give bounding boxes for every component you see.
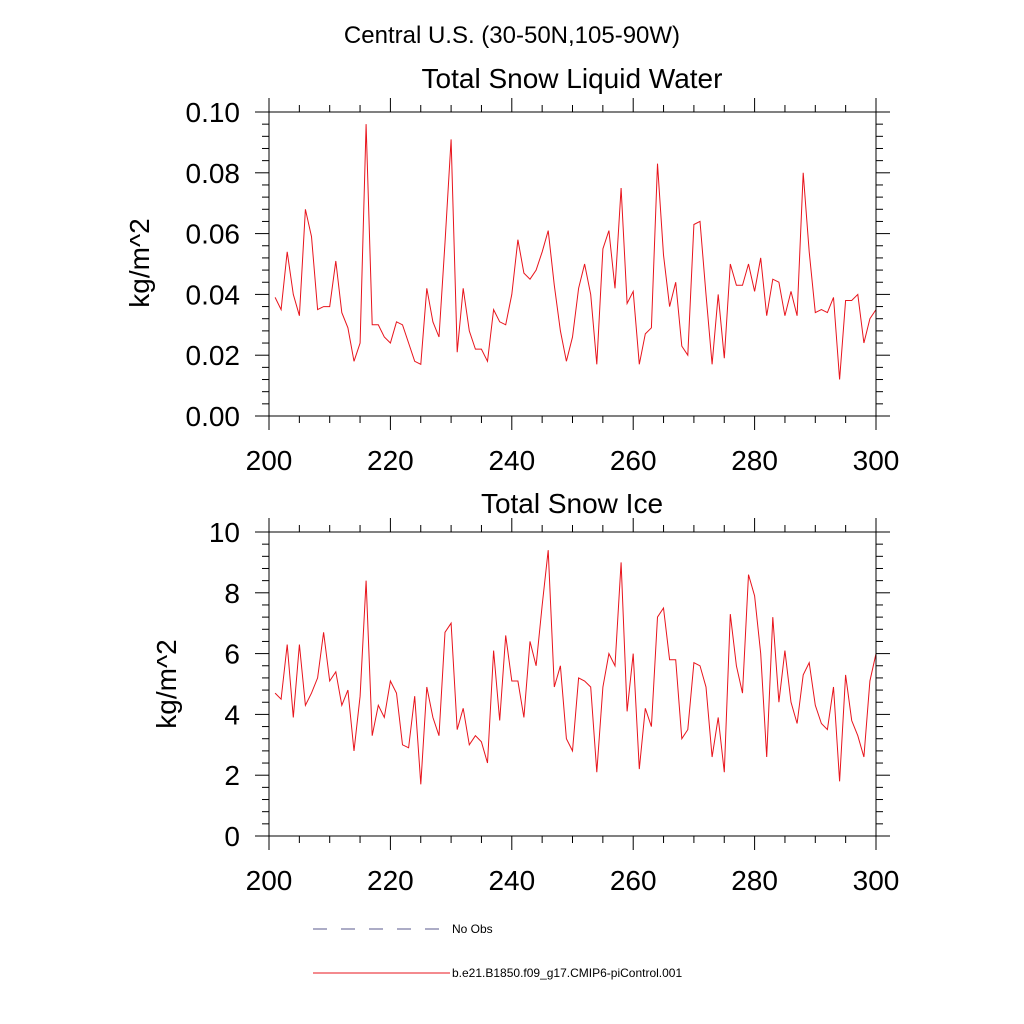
y-tick-labels: 0 2 4 6 8 10 [209,517,240,852]
y-tick-label: 2 [224,760,240,791]
data-lines [274,550,877,785]
x-tick-label: 300 [853,445,900,476]
y-tick-label: 0.08 [186,158,241,189]
series-line [274,550,877,785]
plot-frame [268,531,877,837]
y-axis-label: kg/m^2 [124,218,155,307]
series-line [274,124,877,380]
legend-label-no-obs: No Obs [452,922,493,936]
y-tick-label: 0.02 [186,340,241,371]
y-tick-label: 6 [224,639,240,670]
axis-ticks [255,518,890,850]
x-tick-labels: 200 220 240 260 280 300 [246,865,900,896]
x-tick-label: 260 [610,445,657,476]
y-tick-label: 0.04 [186,279,241,310]
axis-ticks [255,98,890,430]
data-lines [274,124,877,380]
y-tick-labels: 0.00 0.02 0.04 0.06 0.08 0.10 [186,97,241,432]
y-tick-label: 0 [224,821,240,852]
y-tick-label: 8 [224,578,240,609]
x-tick-label: 220 [367,445,414,476]
panel-snow-liquid-water: Total Snow Liquid Water kg/m^2 0.000.020… [124,63,899,476]
y-tick-label: 10 [209,517,240,548]
x-tick-label: 240 [488,445,535,476]
x-tick-label: 280 [731,445,778,476]
panel-title: Total Snow Liquid Water [422,63,723,94]
plot-frame [268,111,877,417]
x-tick-label: 200 [246,445,293,476]
y-tick-label: 0.00 [186,401,241,432]
y-tick-label: 0.06 [186,219,241,250]
legend-label-model: b.e21.B1850.f09_g17.CMIP6-piControl.001 [452,966,682,980]
y-tick-label: 0.10 [186,97,241,128]
y-axis-label: kg/m^2 [151,639,182,728]
panel-title: Total Snow Ice [481,488,663,519]
x-tick-label: 260 [610,865,657,896]
x-tick-label: 200 [246,865,293,896]
figure-suptitle: Central U.S. (30-50N,105-90W) [344,22,680,49]
x-tick-label: 300 [853,865,900,896]
legend: No Obs b.e21.B1850.f09_g17.CMIP6-piContr… [313,922,682,980]
x-tick-label: 220 [367,865,414,896]
x-tick-label: 280 [731,865,778,896]
x-tick-labels: 200 220 240 260 280 300 [246,445,900,476]
y-tick-label: 4 [224,699,240,730]
x-tick-label: 240 [488,865,535,896]
